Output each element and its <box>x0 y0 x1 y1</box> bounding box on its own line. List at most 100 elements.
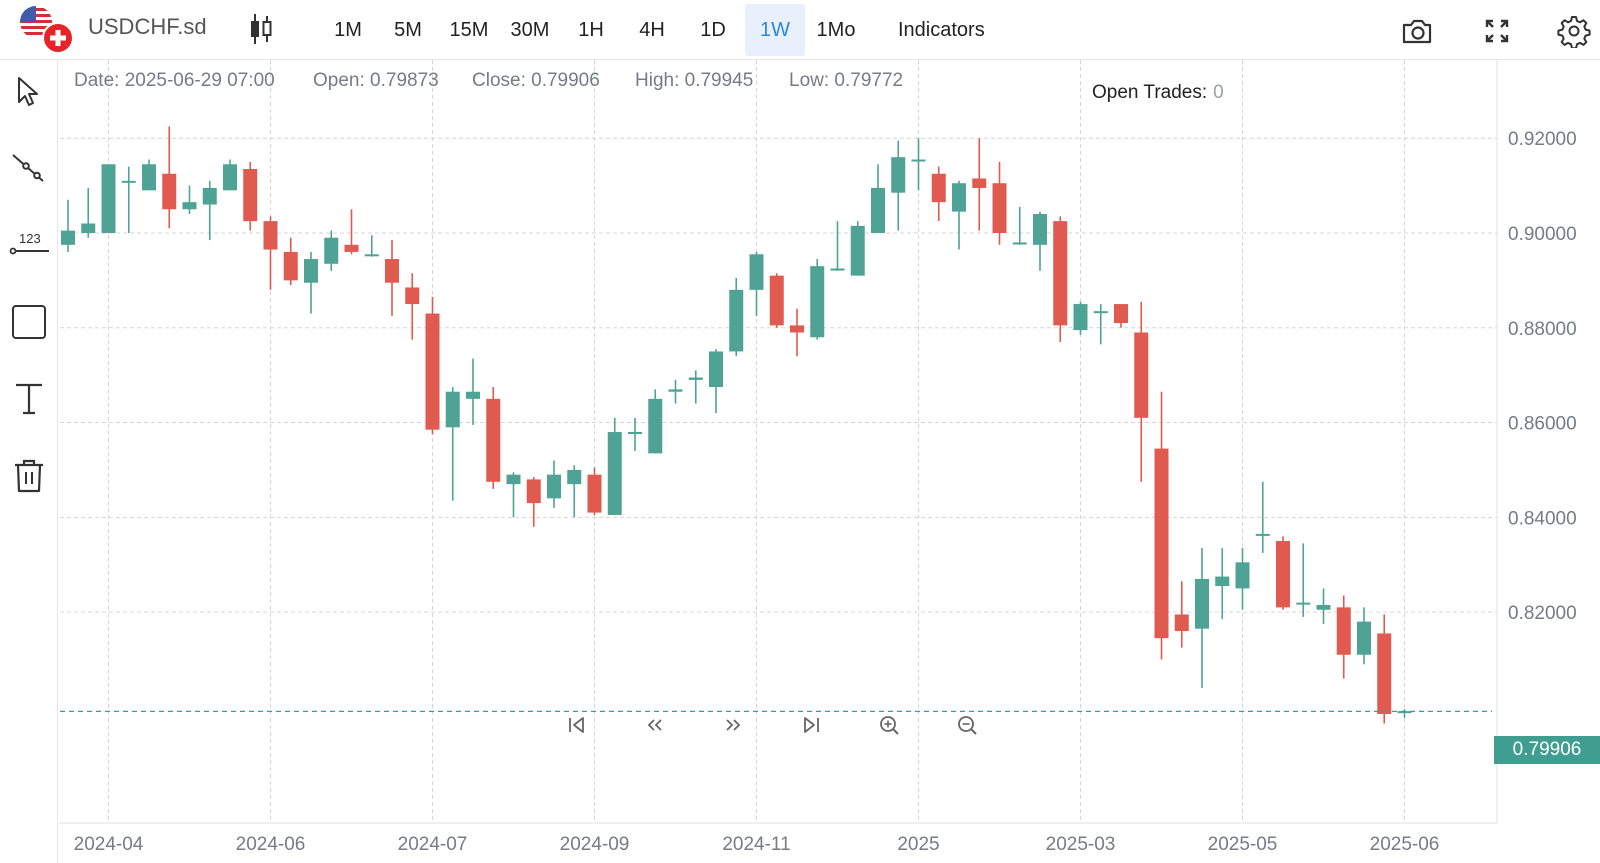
candle-body <box>810 266 825 338</box>
candle-body <box>1134 332 1149 418</box>
candle-body <box>425 313 440 430</box>
timeframe-1m[interactable]: 1M <box>334 19 362 41</box>
candle-body <box>385 259 399 283</box>
candle-body <box>182 202 197 210</box>
candle-body <box>1093 311 1108 314</box>
candle-body <box>790 325 804 333</box>
candle-body <box>607 432 622 515</box>
candle-body <box>162 173 177 210</box>
scroll-right-icon[interactable] <box>720 712 746 738</box>
zoom-out-icon[interactable] <box>954 712 980 738</box>
candle-body <box>1012 242 1027 245</box>
top-toolbar: USDCHF.sd 1M 5M 15M 30M 1H 4H 1D 1W 1Mo … <box>0 0 1600 60</box>
price-label-icon[interactable]: 123 <box>9 225 49 265</box>
open-trades: Open Trades: 0 <box>1092 82 1224 104</box>
trash-icon[interactable] <box>9 455 49 495</box>
x-tick-label: 2025-06 <box>1370 834 1440 855</box>
text-icon[interactable] <box>9 378 49 418</box>
candle-body <box>992 183 1007 233</box>
candle-body <box>911 159 926 162</box>
candle-body <box>405 287 420 305</box>
rectangle-icon[interactable] <box>9 302 49 342</box>
candle-body <box>749 254 764 290</box>
candle-body <box>1276 541 1290 608</box>
candle-body <box>445 391 460 428</box>
y-tick-label: 0.86000 <box>1508 414 1577 435</box>
candle-body <box>668 389 683 392</box>
candle-body <box>304 259 318 283</box>
candle-body <box>891 157 906 193</box>
ohlc-close: Close: 0.79906 <box>472 70 600 91</box>
candle-body <box>952 183 966 212</box>
timeframe-15m[interactable]: 15M <box>449 19 489 41</box>
timeframe-30m[interactable]: 30M <box>510 19 550 41</box>
candle-body <box>486 398 501 482</box>
timeframe-1w[interactable]: 1W <box>745 4 805 56</box>
drawing-tools-sidebar: 123 <box>0 60 58 863</box>
candle-body <box>324 237 339 264</box>
x-tick-label: 2024-06 <box>236 834 306 855</box>
x-tick-label: 2025-05 <box>1208 834 1278 855</box>
candle-body <box>526 479 541 504</box>
svg-text:123: 123 <box>19 231 41 246</box>
y-tick-label: 0.88000 <box>1508 319 1577 340</box>
timeframe-1d[interactable]: 1D <box>700 19 726 41</box>
candle-body <box>1215 576 1230 587</box>
candle-body <box>972 178 987 188</box>
candle-body <box>567 469 582 485</box>
candle-body <box>1033 214 1047 245</box>
candle-body <box>871 187 885 233</box>
fullscreen-icon[interactable] <box>1480 14 1514 48</box>
camera-icon[interactable] <box>1400 14 1434 48</box>
candle-body <box>769 275 784 326</box>
candle-body <box>587 474 602 513</box>
x-tick-label: 2024-11 <box>722 834 790 855</box>
y-tick-label: 0.90000 <box>1508 224 1577 245</box>
trend-line-icon[interactable] <box>9 149 49 189</box>
candle-body <box>850 225 865 276</box>
candle-body <box>1296 602 1311 605</box>
open-trades-label: Open Trades: <box>1092 82 1208 103</box>
candle-body <box>283 251 298 281</box>
x-tick-label: 2024-09 <box>560 834 630 855</box>
timeframe-1h[interactable]: 1H <box>578 19 604 41</box>
timeframe-5m[interactable]: 5M <box>394 19 422 41</box>
candlestick-type-icon[interactable] <box>248 12 274 46</box>
timeframe-4h[interactable]: 4H <box>639 19 665 41</box>
ohlc-low: Low: 0.79772 <box>789 70 904 91</box>
candle-body <box>688 377 703 380</box>
candle-body <box>547 474 561 499</box>
candle-body <box>506 474 521 485</box>
candle-body <box>1053 221 1068 326</box>
candle-body <box>1377 633 1392 714</box>
candle-body <box>1316 605 1331 610</box>
candle-body <box>729 289 744 352</box>
candle-body <box>81 223 96 233</box>
gear-icon[interactable] <box>1557 14 1591 48</box>
y-tick-label: 0.92000 <box>1508 129 1577 150</box>
candle-body <box>344 244 359 252</box>
symbol-name[interactable]: USDCHF.sd <box>88 14 207 39</box>
y-tick-label: 0.82000 <box>1508 603 1577 624</box>
candle-body <box>364 254 379 257</box>
candle-body <box>1235 562 1250 589</box>
x-tick-label: 2025 <box>897 834 939 855</box>
jump-end-icon[interactable] <box>798 712 824 738</box>
candle-body <box>931 173 946 203</box>
x-tick-label: 2024-07 <box>398 834 468 855</box>
timeframe-1mo[interactable]: 1Mo <box>816 19 856 41</box>
zoom-in-icon[interactable] <box>876 712 902 738</box>
ohlc-date: Date: 2025-06-29 07:00 <box>74 70 275 91</box>
scroll-left-icon[interactable] <box>642 712 668 738</box>
y-tick-label: 0.84000 <box>1508 508 1577 529</box>
jump-start-icon[interactable] <box>564 712 590 738</box>
candle-body <box>243 169 258 222</box>
indicators-button[interactable]: Indicators <box>898 19 985 41</box>
candle-body <box>142 164 156 191</box>
candle-body <box>1397 711 1412 714</box>
candle-body <box>1255 533 1270 536</box>
cursor-icon[interactable] <box>9 72 49 112</box>
usd-chf-flag-icon <box>20 6 74 54</box>
candle-body <box>628 432 642 435</box>
